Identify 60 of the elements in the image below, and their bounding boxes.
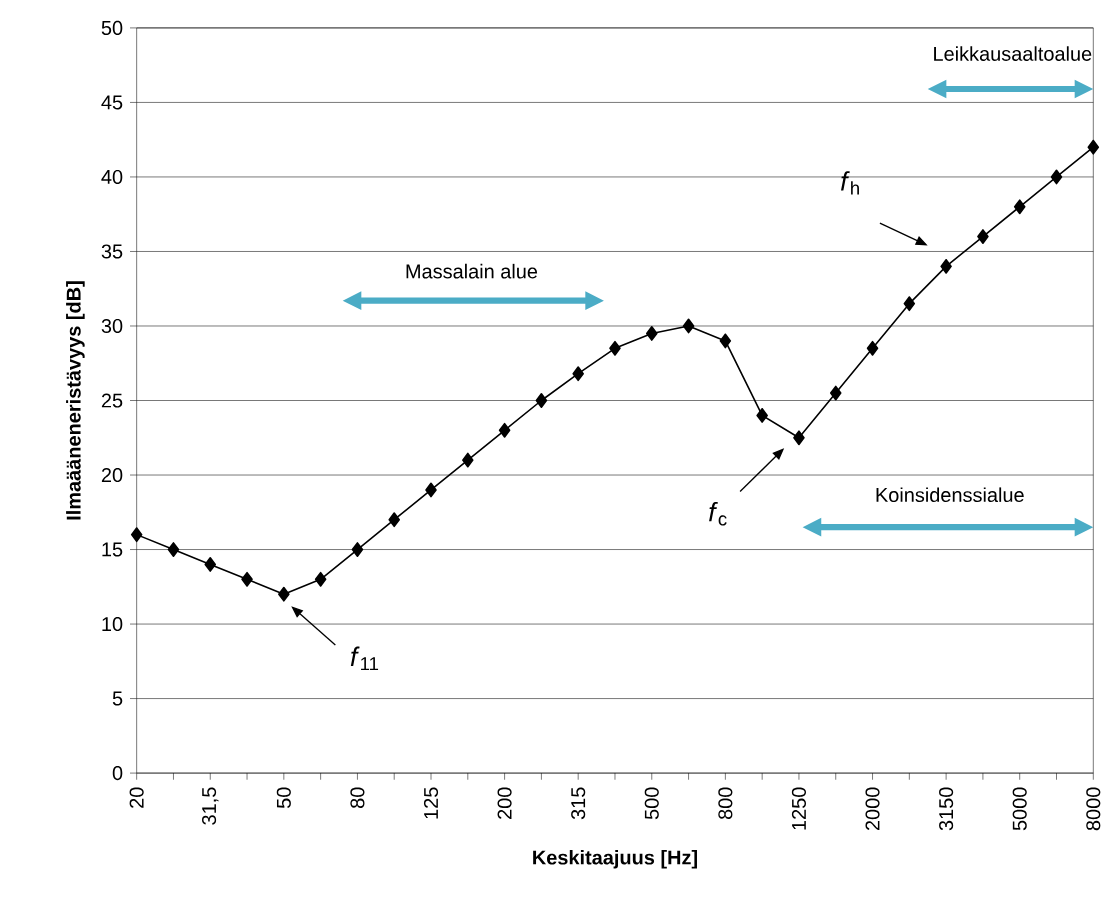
point: [940, 259, 952, 274]
x-tick-label: 2000: [865, 787, 880, 831]
annotation: Massalain alue: [406, 263, 538, 279]
y-tick-label: 50: [101, 20, 123, 36]
point: [204, 557, 217, 572]
annotation: Leikkausaaltoalue: [934, 46, 1092, 62]
point: [388, 512, 400, 528]
x-tick-label: 125: [423, 787, 439, 819]
y-tick-label: 30: [101, 319, 123, 334]
x-tick-label: 50: [276, 787, 291, 809]
annotation: f$_{c}$: [709, 502, 727, 526]
point: [314, 572, 327, 587]
y-axis-title: Ilmaääneneristävyys [dB]: [66, 281, 85, 520]
x-tick-label: 20: [129, 787, 144, 808]
y-tick-label: 35: [101, 244, 123, 259]
point: [829, 385, 842, 401]
point: [1050, 169, 1063, 185]
x-tick-label: 80: [350, 787, 365, 809]
point: [462, 452, 474, 468]
point: [609, 341, 621, 356]
annotation: Koinsidenssialue: [876, 487, 1024, 503]
point: [130, 527, 143, 543]
point: [351, 542, 364, 558]
point: [278, 586, 290, 602]
x-tick-label: 200: [497, 787, 512, 820]
x-tick-label: 31,5: [202, 787, 219, 825]
point: [645, 326, 658, 341]
y-tick-label: 25: [101, 393, 123, 408]
point: [903, 296, 916, 312]
y-tick-label: 45: [101, 95, 123, 110]
point: [1013, 199, 1026, 215]
x-tick-label: 3150: [939, 787, 954, 831]
point: [425, 482, 437, 498]
point: [793, 430, 805, 446]
point: [977, 229, 989, 245]
point: [866, 341, 879, 356]
point: [572, 366, 584, 382]
x-tick-label: 800: [718, 787, 733, 820]
point: [682, 318, 695, 334]
x-tick-label: 5000: [1012, 787, 1027, 831]
x-tick-label: 1250: [791, 787, 806, 830]
point: [241, 572, 253, 587]
annotation: f$_{11}$: [350, 646, 379, 671]
x-tick-label: 500: [644, 787, 659, 820]
y-tick-label: 10: [102, 617, 123, 632]
point: [1087, 139, 1100, 155]
point: [498, 422, 511, 438]
annotation: f$_{h}$: [841, 171, 859, 195]
y-tick-label: 40: [101, 170, 123, 185]
x-axis-title: Keskitaajuus [Hz]: [533, 850, 697, 869]
y-tick-label: 5: [112, 691, 123, 706]
y-tick-label: 15: [102, 542, 123, 557]
point: [756, 408, 768, 423]
point: [719, 333, 732, 349]
y-tick-label: 0: [112, 766, 123, 781]
x-tick-label: 8000: [1086, 787, 1101, 831]
point: [535, 393, 548, 409]
y-tick-label: 20: [101, 468, 123, 483]
point: [167, 542, 180, 558]
x-tick-label: 315: [571, 787, 586, 820]
